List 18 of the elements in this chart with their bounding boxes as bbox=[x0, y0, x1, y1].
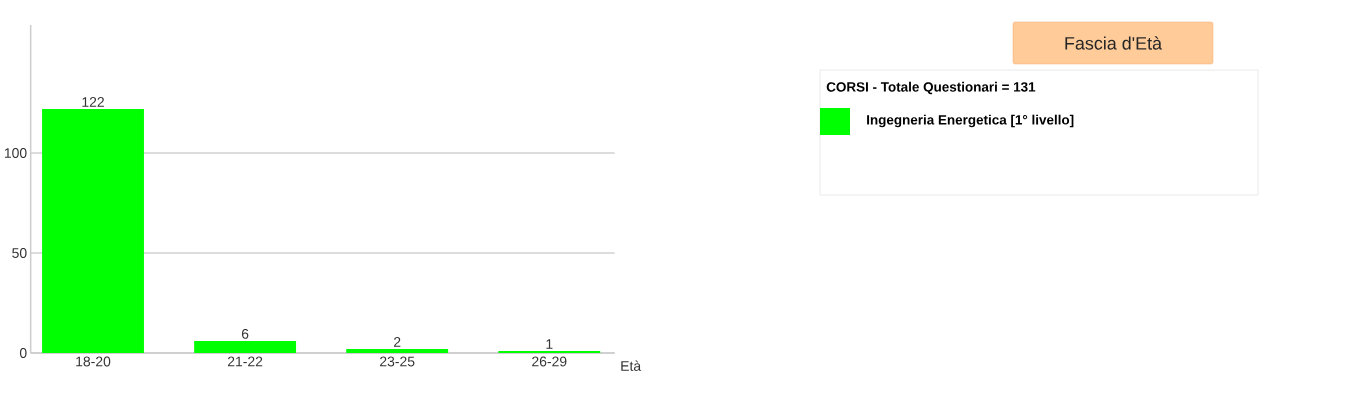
legend-label: Ingegneria Energetica [1° livello] bbox=[867, 114, 1074, 128]
data-label: 122 bbox=[82, 97, 104, 107]
legend-title: CORSI - Totale Questionari = 131 bbox=[826, 81, 1036, 95]
x-axis-title: Età bbox=[621, 360, 642, 371]
bar bbox=[194, 341, 297, 353]
data-label: 2 bbox=[394, 337, 401, 347]
x-tick-label: 23-25 bbox=[380, 356, 415, 367]
x-tick-label: 21-22 bbox=[227, 356, 263, 367]
y-tick-label: 0 bbox=[19, 348, 27, 358]
y-tick-label: 100 bbox=[4, 148, 27, 158]
text: Fascia d'Età bbox=[1065, 36, 1163, 50]
y-tick-label: 50 bbox=[12, 248, 27, 258]
x-tick-label: 18-20 bbox=[76, 356, 111, 367]
x-tick-label: 26-29 bbox=[532, 356, 567, 367]
data-label: 6 bbox=[241, 328, 249, 339]
data-label: 1 bbox=[546, 339, 553, 349]
bar bbox=[346, 349, 449, 353]
bar bbox=[42, 109, 144, 353]
